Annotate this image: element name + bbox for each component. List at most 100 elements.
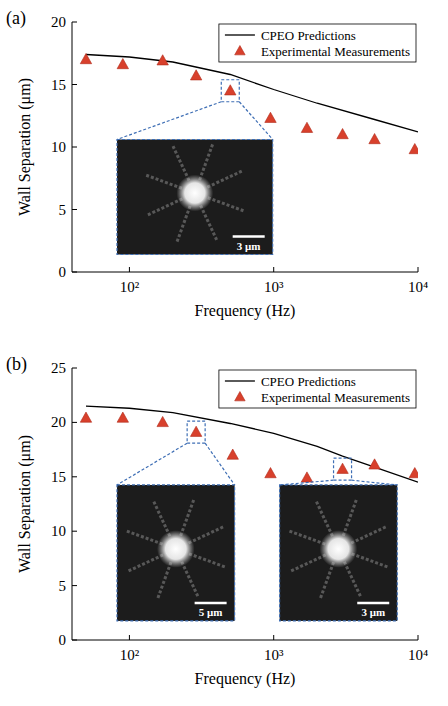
measurement-marker (369, 134, 380, 144)
inset-filament (181, 499, 194, 535)
scale-bar (195, 602, 227, 605)
y-axis-title: Wall Separation (μm) (16, 435, 34, 573)
inset-frame (117, 140, 273, 255)
x-tick-label: 10³ (264, 279, 284, 295)
measurement-marker (337, 129, 348, 139)
inset-filament (352, 554, 388, 567)
leader-line (205, 443, 234, 485)
inset-frame (280, 485, 398, 621)
measurement-marker (301, 472, 312, 482)
inset-filament (207, 171, 241, 187)
leader-line (352, 480, 398, 485)
measurement-marker (190, 426, 201, 436)
y-tick-label: 10 (51, 139, 66, 155)
measurement-marker (301, 122, 312, 132)
inset-filament (148, 199, 182, 215)
inset-background (117, 140, 273, 255)
inset-filament (146, 175, 182, 188)
inset-image: 5 μm (117, 485, 235, 621)
y-tick-label: 0 (59, 264, 67, 280)
inset-background (117, 485, 235, 621)
legend-box (219, 370, 416, 408)
highlight-box (334, 458, 352, 480)
y-tick (72, 84, 77, 85)
y-tick-label: 25 (51, 360, 66, 376)
legend-box (219, 24, 416, 62)
measurement-marker (80, 412, 91, 422)
legend-swatch (225, 380, 255, 381)
inset-image: 3 μm (117, 140, 273, 255)
scale-label: 3 μm (361, 606, 385, 618)
x-tick-label: 10⁴ (408, 279, 428, 295)
plot-area (80, 406, 418, 482)
y-tick-label: 15 (51, 77, 66, 93)
measurement-marker (265, 468, 276, 478)
inset-filament (208, 198, 244, 211)
scale-label: 3 μm (237, 240, 261, 252)
y-tick (72, 22, 77, 23)
inset-filament (189, 527, 224, 543)
inset-filament (182, 562, 198, 597)
inset-filament (320, 562, 333, 598)
measurement-marker (190, 70, 201, 80)
leader-line (117, 102, 221, 140)
y-tick-label: 15 (51, 469, 66, 485)
measurement-marker (369, 459, 380, 469)
legend-label: CPEO Predictions (261, 28, 356, 43)
inset-filament (289, 531, 325, 544)
x-tick (129, 635, 130, 640)
panel: 10²10³10⁴0510152025Frequency (Hz)Wall Se… (6, 354, 428, 688)
legend-label: Experimental Measurements (261, 390, 410, 405)
figure: 10²10³10⁴05101520Frequency (Hz)Wall Sepa… (0, 0, 448, 706)
highlight-box (187, 421, 205, 443)
x-tick (273, 267, 274, 272)
measurement-marker (337, 463, 348, 473)
x-tick (129, 267, 130, 272)
y-tick (72, 476, 77, 477)
legend-swatch (235, 392, 245, 401)
y-tick-label: 5 (59, 202, 67, 218)
inset-filament (173, 146, 189, 180)
inset-particle (176, 175, 213, 212)
y-tick-label: 0 (59, 632, 67, 648)
scale-bar (357, 602, 389, 605)
inset-filament (153, 501, 169, 536)
scale-label: 5 μm (199, 606, 223, 618)
x-tick-label: 10⁴ (408, 647, 428, 663)
inset-filament (126, 531, 162, 544)
inset-filament (344, 562, 360, 597)
inset-filament (128, 555, 163, 571)
y-tick (72, 585, 77, 586)
inset-frame (117, 485, 235, 621)
inset-particle (157, 530, 195, 568)
y-tick (72, 209, 77, 210)
measurement-marker (80, 54, 91, 64)
measurement-marker (409, 144, 418, 154)
legend: CPEO PredictionsExperimental Measurement… (219, 370, 416, 408)
y-axis (72, 368, 73, 640)
y-tick (72, 531, 77, 532)
inset-filament (343, 499, 356, 535)
measurement-marker (265, 112, 276, 122)
y-tick (72, 368, 77, 369)
y-axis-title: Wall Separation (μm) (16, 78, 34, 216)
x-tick (418, 635, 419, 640)
model-line (86, 406, 418, 482)
x-tick (418, 267, 419, 272)
x-axis-title: Frequency (Hz) (195, 302, 296, 320)
plot-area (80, 54, 418, 154)
measurement-marker (225, 85, 236, 95)
x-tick-label: 10² (120, 279, 140, 295)
measurement-marker (117, 412, 128, 422)
x-axis-title: Frequency (Hz) (195, 670, 296, 688)
x-tick-label: 10² (120, 647, 140, 663)
panel-label: (b) (6, 354, 27, 375)
x-axis (72, 272, 418, 273)
leader-line (117, 443, 187, 485)
leader-line (239, 102, 272, 140)
x-axis (72, 640, 418, 641)
leader-line (280, 480, 334, 485)
inset-filament (177, 206, 190, 242)
inset-filament (351, 527, 386, 543)
y-tick (72, 147, 77, 148)
